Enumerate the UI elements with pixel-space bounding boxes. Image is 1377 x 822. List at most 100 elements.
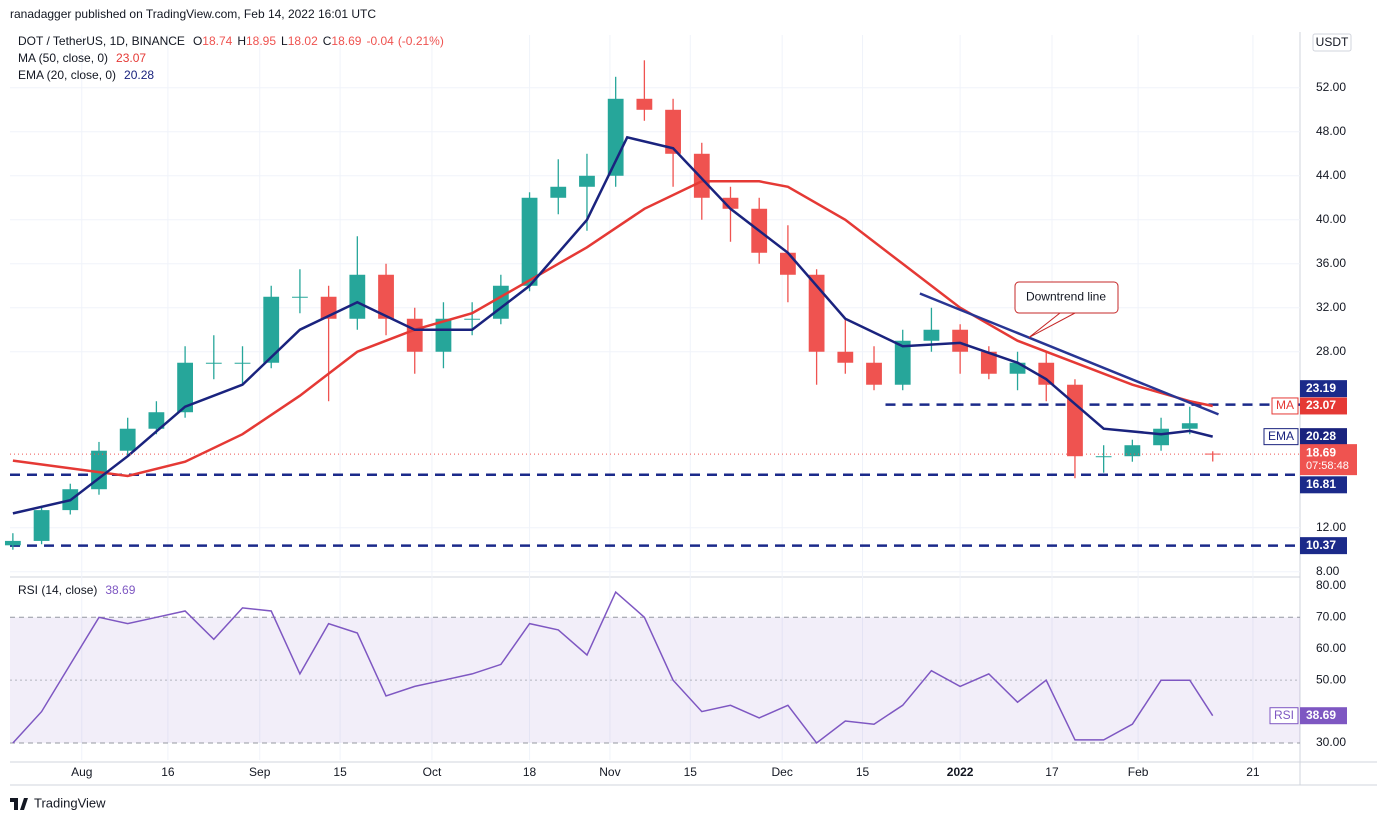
indicator-tag: MA — [1276, 398, 1294, 412]
downtrend-line — [919, 292, 1219, 416]
y-tick-label: 12.00 — [1316, 520, 1346, 534]
rsi-tick-label: 80.00 — [1316, 578, 1346, 592]
indicator-tag-bg — [1263, 428, 1299, 446]
candle-body — [119, 428, 136, 451]
currency-box — [1312, 33, 1352, 52]
candle-body — [435, 318, 452, 352]
ohlc-value: 18.95 — [246, 34, 276, 48]
level-badge: 23.19 — [1306, 381, 1336, 395]
candle-body — [894, 340, 911, 385]
y-tick-label: 48.00 — [1316, 124, 1346, 138]
symbol: DOT / TetherUS, 1D, BINANCE — [18, 34, 185, 48]
candle-body — [263, 296, 280, 363]
candle-body — [636, 98, 653, 110]
x-tick-label: 15 — [684, 765, 698, 779]
indicator-tag-bg — [1269, 707, 1299, 725]
y-tick-label: 36.00 — [1316, 256, 1346, 270]
price-badge-bg — [1300, 444, 1357, 476]
candle-body — [4, 540, 21, 546]
y-tick-label: 44.00 — [1316, 168, 1346, 182]
ohlc-letter: H — [237, 34, 246, 48]
indicator-badge: 20.28 — [1306, 429, 1336, 443]
y-tick-label: 52.00 — [1316, 80, 1346, 94]
candle-body — [579, 175, 595, 187]
candle-body — [234, 362, 251, 364]
y-tick-label: 40.00 — [1316, 212, 1346, 226]
candle-body — [1153, 428, 1169, 446]
candle-body — [1067, 384, 1083, 457]
countdown: 07:58:48 — [1306, 460, 1349, 472]
publisher: ranadagger published on TradingView.com,… — [10, 7, 376, 21]
level-badge: 10.37 — [1306, 538, 1336, 552]
ohlc-value: 18.02 — [288, 34, 318, 48]
candle-body — [952, 329, 969, 352]
rsi-tick-label: 50.00 — [1316, 672, 1346, 686]
y-tick-label: 32.00 — [1316, 300, 1346, 314]
ohlc-letter: C — [323, 34, 332, 48]
candle-body — [1124, 445, 1141, 457]
level-badge-bg — [1300, 380, 1347, 398]
rsi-badge-bg — [1300, 707, 1347, 725]
ohlc-letter: O — [193, 34, 202, 48]
x-tick-label: Dec — [771, 765, 792, 779]
rsi-label: RSI (14, close) — [18, 583, 97, 597]
candle-body — [378, 274, 394, 319]
ohlc-value: 18.69 — [331, 34, 361, 48]
candle-body — [550, 186, 567, 198]
candle-body — [148, 412, 165, 429]
candle-body — [464, 318, 481, 320]
callout-text: Downtrend line — [1026, 290, 1106, 304]
indicator-legend: EMA (20, close, 0) 20.28 — [18, 68, 154, 82]
candle-body — [1181, 423, 1198, 429]
price-badge: 18.69 — [1306, 445, 1336, 459]
level-badge-bg — [1300, 537, 1347, 555]
indicator-line — [12, 135, 1214, 515]
footer-logo: TradingView — [10, 795, 106, 810]
candle-body — [866, 362, 882, 385]
indicator-legend: MA (50, close, 0) 23.07 — [18, 51, 146, 65]
candle-body — [521, 197, 538, 286]
x-tick-label: 18 — [523, 765, 537, 779]
level-badge: 16.81 — [1306, 477, 1336, 491]
rsi-value: 38.69 — [105, 583, 135, 597]
x-tick-label: 15 — [856, 765, 870, 779]
candle-body — [923, 329, 940, 341]
candle-body — [665, 109, 681, 154]
candle-body — [780, 252, 796, 275]
indicator-tag: EMA — [1268, 429, 1294, 443]
callout-box — [1014, 281, 1119, 314]
x-tick-label: 17 — [1045, 765, 1059, 779]
candle-body — [177, 362, 193, 413]
candle-body — [722, 197, 739, 209]
legend-line: DOT / TetherUS, 1D, BINANCE O18.74 H18.95 L… — [18, 34, 444, 48]
rsi-tick-label: 60.00 — [1316, 641, 1346, 655]
candle-body — [1204, 453, 1221, 455]
level-badge-bg — [1300, 476, 1347, 494]
candle-body — [205, 362, 222, 364]
candle-body — [1095, 456, 1112, 458]
indicator-value: 20.28 — [124, 68, 154, 82]
x-tick-label: Nov — [599, 765, 620, 779]
x-tick-label: Feb — [1128, 765, 1149, 779]
indicator-badge-bg — [1300, 428, 1347, 446]
candle-body — [808, 274, 825, 352]
indicator-badge: 23.07 — [1306, 398, 1336, 412]
y-tick-label: 8.00 — [1316, 564, 1340, 578]
x-tick-label: Aug — [71, 765, 92, 779]
brand: TradingView — [34, 795, 106, 810]
x-tick-label: 16 — [161, 765, 175, 779]
currency: USDT — [1316, 35, 1349, 49]
indicator-tag: RSI — [1274, 708, 1294, 722]
candle-body — [980, 351, 997, 374]
candle-body — [33, 510, 50, 541]
candle-body — [1038, 362, 1055, 385]
rsi-line — [12, 590, 1214, 745]
x-tick-label: 2022 — [947, 765, 974, 779]
candle-body — [607, 98, 624, 176]
indicator-label: EMA (20, close, 0) — [18, 68, 116, 82]
x-tick-label: 15 — [333, 765, 347, 779]
candle-body — [1009, 362, 1026, 374]
indicator-line — [12, 180, 1213, 478]
